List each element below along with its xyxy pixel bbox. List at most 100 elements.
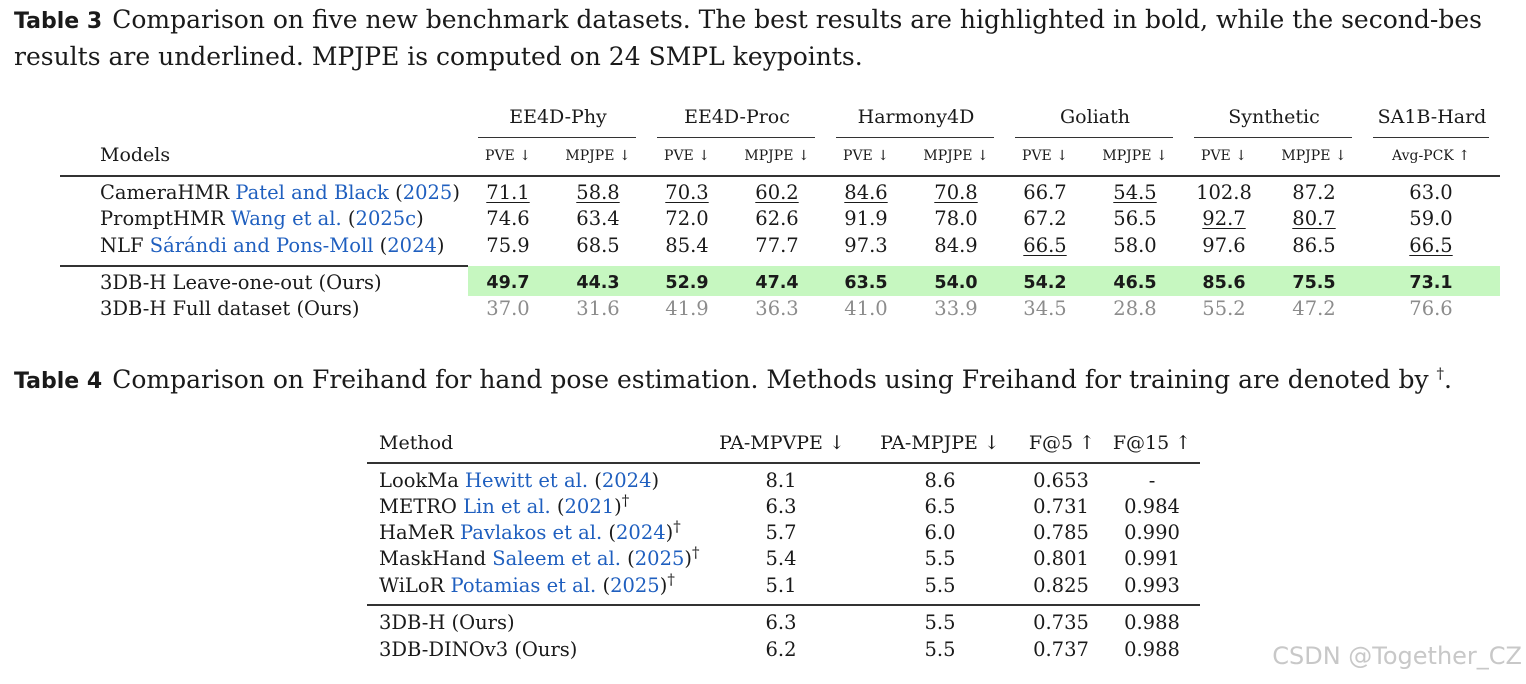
- paren: ): [452, 181, 460, 204]
- table3-cell: 46.5: [1113, 273, 1157, 293]
- table4-cell: 0.825: [1033, 574, 1089, 597]
- citation-link[interactable]: Hewitt et al.: [465, 469, 589, 492]
- model-name: 3DB-H Leave-one-out (Ours): [100, 271, 382, 294]
- group-rule: [1373, 137, 1489, 138]
- table3-cell: 54.2: [1023, 273, 1067, 293]
- citation-link[interactable]: Lin et al.: [463, 495, 551, 518]
- citation-link[interactable]: Patel and Black: [235, 181, 389, 204]
- table3-cell: 70.3: [665, 181, 709, 204]
- citation-year-link[interactable]: 2024: [616, 521, 666, 544]
- table4-row: WiLoR Potamias et al. (2025)† 5.1 5.5 0.825…: [0, 570, 1526, 601]
- dagger-mark: †: [1436, 364, 1445, 383]
- group-rule: [478, 137, 636, 138]
- group-header-ee4d-phy: EE4D-Phy: [509, 106, 607, 128]
- table3-cell: 87.2: [1292, 181, 1336, 204]
- table4-cell: 0.653: [1033, 469, 1089, 492]
- method-name: METRO Lin et al. (2021)†: [379, 491, 630, 518]
- table3-cell: 84.6: [844, 181, 888, 204]
- table4-cell: 0.991: [1124, 547, 1180, 570]
- caption-period: .: [1444, 365, 1452, 394]
- citation-year-link[interactable]: 2025: [402, 181, 453, 204]
- table3-cell: 66.5: [1409, 234, 1453, 257]
- method-label: WiLoR: [379, 574, 445, 597]
- citation-link[interactable]: Potamias et al.: [450, 574, 597, 597]
- table3: EE4D-Phy EE4D-Proc Harmony4D Goliath Syn…: [0, 0, 1526, 330]
- subheader-pve: PVE ↓: [843, 148, 889, 164]
- group-rule: [836, 137, 994, 138]
- table3-cell: 41.9: [665, 297, 709, 320]
- table3-cell: 76.6: [1409, 297, 1453, 320]
- table4-cell: 6.3: [765, 611, 797, 634]
- mid-rule: [60, 265, 468, 267]
- method-name: 3DB-DINOv3 (Ours): [379, 638, 577, 661]
- header-rule: [367, 462, 1200, 464]
- group-header-ee4d-proc: EE4D-Proc: [684, 106, 790, 128]
- table4-cell: 6.0: [924, 521, 956, 544]
- method-label: LookMa: [379, 469, 459, 492]
- table4-row: HaMeR Pavlakos et al. (2024)† 5.7 6.0 0.785…: [0, 517, 1526, 548]
- table4-cell: 0.785: [1033, 521, 1089, 544]
- paren: ): [436, 234, 445, 257]
- citation-year-link[interactable]: 2024: [387, 234, 437, 257]
- table3-cell: 28.8: [1113, 297, 1157, 320]
- dagger-mark: †: [673, 517, 681, 536]
- group-rule: [1015, 137, 1173, 138]
- table4-label: Table 4: [14, 369, 103, 394]
- table3-cell: 66.7: [1023, 181, 1067, 204]
- table3-cell: 31.6: [576, 297, 620, 320]
- citation-link[interactable]: Saleem et al.: [492, 547, 621, 570]
- method-name: WiLoR Potamias et al. (2025)†: [379, 570, 675, 597]
- citation-year-link[interactable]: 2025c: [355, 207, 417, 230]
- method-name: 3DB-H (Ours): [379, 611, 515, 634]
- subheader-mpjpe: MPJPE ↓: [923, 148, 989, 164]
- subheader-pve: PVE ↓: [1201, 148, 1247, 164]
- header-pa-mpjpe: PA-MPJPE ↓: [880, 432, 1000, 454]
- table3-cell: 54.5: [1113, 181, 1157, 204]
- method-name: HaMeR Pavlakos et al. (2024)†: [379, 517, 681, 544]
- table4-cell: 0.737: [1033, 638, 1089, 661]
- table3-cell: 71.1: [486, 181, 530, 204]
- table4-cell: 5.5: [924, 574, 956, 597]
- table3-cell: 73.1: [1409, 273, 1453, 293]
- table4-cell: 5.4: [765, 547, 797, 570]
- group-rule: [1194, 137, 1352, 138]
- table4-cell: 0.801: [1033, 547, 1089, 570]
- header-f5: F@5 ↑: [1028, 432, 1096, 454]
- header-f15: F@15 ↑: [1112, 432, 1192, 454]
- citation-year-link[interactable]: 2024: [601, 469, 652, 492]
- citation-year-link[interactable]: 2025: [634, 547, 685, 570]
- table3-cell: 33.9: [934, 297, 978, 320]
- table4-cell: 0.988: [1124, 638, 1180, 661]
- table3-caption-text1: Comparison on five new benchmark dataset…: [112, 5, 1482, 34]
- table4-cell: 0.735: [1033, 611, 1089, 634]
- table4-cell: 6.2: [765, 638, 797, 661]
- table4-cell: 8.6: [924, 469, 956, 492]
- table3-cell: 56.5: [1113, 207, 1157, 230]
- citation-year-link[interactable]: 2021: [564, 495, 615, 518]
- table3-cell: 97.3: [844, 234, 888, 257]
- table3-cell: 36.3: [755, 297, 799, 320]
- table4-caption-text: Comparison on Freihand for hand pose est…: [112, 365, 1437, 394]
- table4-row: 3DB-H (Ours) 6.3 5.5 0.735 0.988: [0, 611, 1526, 638]
- model-label: CameraHMR: [100, 181, 230, 204]
- model-label: PromptHMR: [100, 207, 225, 230]
- table3-row-prompthmr: PromptHMR Wang et al. (2025c) 74.6 63.4 72…: [0, 207, 1526, 234]
- table4-row: LookMa Hewitt et al. (2024) 8.1 8.6 0.653 -: [0, 469, 1526, 496]
- table3-cell: 86.5: [1292, 234, 1336, 257]
- subheader-mpjpe: MPJPE ↓: [1102, 148, 1168, 164]
- citation-link[interactable]: Sárándi and Pons-Moll: [149, 234, 374, 257]
- subheader-mpjpe: MPJPE ↓: [1281, 148, 1347, 164]
- best-row-highlight: [468, 266, 1500, 296]
- table3-cell: 70.8: [934, 181, 978, 204]
- method-label: 3DB-DINOv3 (Ours): [379, 638, 578, 661]
- dagger-mark: †: [667, 570, 675, 589]
- table3-cell: 67.2: [1023, 207, 1067, 230]
- citation-year-link[interactable]: 2025: [610, 574, 660, 597]
- citation-link[interactable]: Wang et al.: [230, 207, 342, 230]
- group-header-goliath: Goliath: [1060, 106, 1130, 128]
- table3-cell: 77.7: [755, 234, 799, 257]
- citation-link[interactable]: Pavlakos et al.: [460, 521, 603, 544]
- dagger-mark: †: [692, 543, 700, 562]
- table3-caption: Table 3 Comparison on five new benchmark …: [14, 2, 1524, 74]
- mid-rule: [367, 604, 1200, 606]
